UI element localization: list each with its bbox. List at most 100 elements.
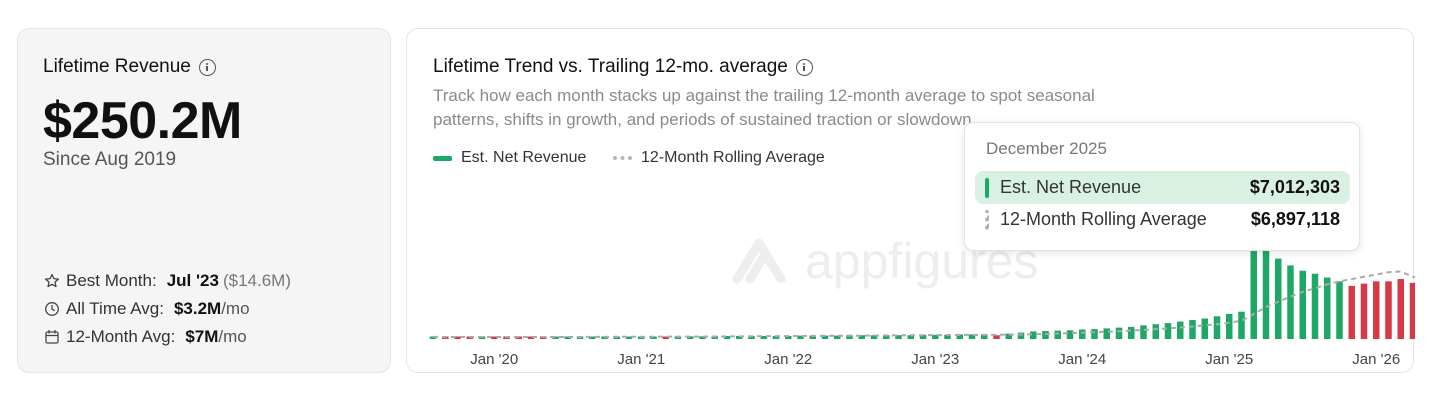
revenue-bar[interactable] [1079, 329, 1086, 339]
revenue-bar[interactable] [1299, 270, 1307, 339]
revenue-bar[interactable] [527, 336, 535, 340]
revenue-bar[interactable] [564, 336, 572, 340]
tooltip-row-value: $7,012,303 [1249, 177, 1340, 197]
revenue-bar[interactable] [650, 336, 657, 340]
lifetime-revenue-card: Lifetime Revenue $250.2M Since Aug 2019 … [17, 28, 391, 373]
revenue-bar[interactable] [1054, 330, 1062, 339]
revenue-bar[interactable] [1397, 279, 1405, 339]
info-icon[interactable] [198, 58, 216, 76]
revenue-bar[interactable] [772, 335, 780, 339]
revenue-chart[interactable]: appfigures Jan '20 Jan '21 Jan '22 Jan '23 J… [407, 29, 1415, 374]
revenue-bar[interactable] [956, 334, 964, 339]
revenue-bar[interactable] [993, 335, 1000, 339]
revenue-bar[interactable] [1128, 326, 1135, 339]
revenue-bar[interactable] [674, 336, 682, 339]
revenue-bar[interactable] [723, 335, 731, 339]
twelve-month-avg-stat: 12-Month Avg: $7M /mo [43, 327, 247, 347]
revenue-bar[interactable] [1262, 247, 1270, 339]
revenue-bar[interactable] [552, 336, 559, 340]
revenue-bar[interactable] [1189, 320, 1196, 339]
revenue-bar[interactable] [895, 335, 902, 339]
twelve-month-avg-unit: /mo [218, 327, 247, 346]
rolling-average-marker [985, 209, 989, 230]
star-icon [43, 272, 61, 290]
revenue-bar[interactable] [1091, 329, 1098, 339]
revenue-bar[interactable] [687, 336, 694, 339]
revenue-bar[interactable] [1311, 273, 1319, 339]
best-month-stat: Best Month: Jul '23 ($14.6M) [43, 271, 291, 291]
x-tick-label: Jan '21 [617, 351, 665, 368]
revenue-bar[interactable] [1409, 282, 1415, 339]
revenue-bar[interactable] [1385, 281, 1392, 339]
revenue-bar[interactable] [1250, 228, 1258, 339]
revenue-bar[interactable] [907, 335, 915, 339]
revenue-bar[interactable] [846, 335, 853, 339]
revenue-bar[interactable] [1103, 328, 1111, 339]
revenue-bar[interactable] [870, 335, 878, 339]
revenue-bar[interactable] [491, 336, 498, 340]
revenue-bar[interactable] [821, 335, 829, 339]
revenue-bar[interactable] [699, 336, 706, 339]
revenue-bar[interactable] [454, 336, 461, 340]
revenue-bar[interactable] [797, 335, 804, 339]
revenue-bar[interactable] [1140, 325, 1147, 339]
calendar-icon [43, 328, 61, 346]
revenue-bar[interactable] [625, 336, 633, 340]
revenue-bar[interactable] [662, 336, 670, 340]
info-icon[interactable] [795, 58, 813, 76]
revenue-bar[interactable] [1360, 283, 1368, 339]
since-date: Since Aug 2019 [43, 149, 177, 170]
revenue-bar[interactable] [1005, 333, 1013, 339]
chart-tooltip: December 2025 Est. Net Revenue $7,012,30… [964, 122, 1360, 251]
revenue-bar[interactable] [834, 335, 841, 339]
revenue-bar[interactable] [1238, 311, 1245, 339]
revenue-bar[interactable] [968, 334, 976, 339]
revenue-bar[interactable] [1152, 324, 1160, 339]
legend-item-rolling-average[interactable]: 12-Month Rolling Average [613, 149, 825, 167]
tooltip-title: December 2025 [986, 139, 1107, 158]
revenue-bar[interactable] [1042, 331, 1049, 339]
revenue-bar[interactable] [919, 334, 927, 339]
revenue-bar[interactable] [1226, 313, 1233, 339]
x-tick-label: Jan '24 [1058, 351, 1106, 368]
x-tick-label: Jan '25 [1205, 351, 1253, 368]
revenue-bar[interactable] [785, 335, 792, 339]
revenue-bar[interactable] [736, 335, 743, 339]
revenue-bar[interactable] [760, 335, 768, 339]
twelve-month-avg-label: 12-Month Avg: [66, 327, 176, 346]
revenue-bar[interactable] [944, 334, 951, 339]
best-month-label: Best Month: [66, 271, 157, 290]
revenue-bar[interactable] [809, 335, 817, 339]
revenue-bar[interactable] [1164, 323, 1172, 339]
revenue-bar[interactable] [748, 335, 755, 339]
revenue-bar[interactable] [932, 334, 939, 339]
revenue-bar[interactable] [858, 335, 866, 339]
revenue-bar[interactable] [1287, 265, 1294, 339]
revenue-bar[interactable] [981, 334, 988, 339]
revenue-bar[interactable] [1348, 285, 1356, 339]
legend-item-net-revenue[interactable]: Est. Net Revenue [433, 149, 586, 167]
revenue-bar[interactable] [1066, 330, 1074, 339]
revenue-bar[interactable] [638, 336, 645, 340]
revenue-bar[interactable] [1030, 331, 1037, 339]
all-time-avg-label: All Time Avg: [66, 299, 164, 318]
revenue-bar[interactable] [1324, 277, 1331, 339]
revenue-bar[interactable] [1201, 318, 1209, 339]
revenue-bar[interactable] [1017, 332, 1025, 339]
revenue-bar[interactable] [1213, 316, 1221, 339]
revenue-bar[interactable] [589, 336, 596, 340]
clock-icon [43, 300, 61, 318]
revenue-bar[interactable] [1115, 327, 1123, 339]
trend-header: Lifetime Trend vs. Trailing 12-mo. avera… [433, 56, 813, 78]
trend-description: Track how each month stacks up against t… [433, 86, 1095, 129]
revenue-bar[interactable] [1373, 281, 1380, 339]
tooltip-row-label: 12-Month Rolling Average [1000, 209, 1207, 229]
revenue-bar[interactable] [1177, 321, 1184, 339]
tooltip-row-rolling-average: 12-Month Rolling Average $6,897,118 [975, 203, 1350, 236]
revenue-bar[interactable] [1275, 258, 1282, 339]
watermark-logo-icon [732, 238, 786, 284]
tooltip-row-label: Est. Net Revenue [1000, 177, 1142, 197]
revenue-bar[interactable] [883, 335, 890, 339]
revenue-bar[interactable] [1336, 281, 1343, 339]
revenue-bar[interactable] [711, 336, 719, 339]
